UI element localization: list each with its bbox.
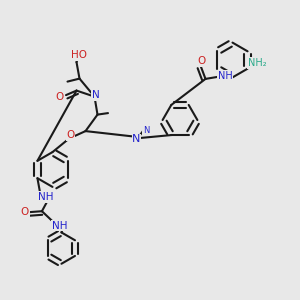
Text: N: N <box>133 134 140 145</box>
Text: HO: HO <box>71 50 88 61</box>
Text: O: O <box>197 56 205 67</box>
Text: N: N <box>132 134 141 145</box>
Text: N: N <box>92 90 100 100</box>
Text: NH: NH <box>38 192 54 202</box>
Text: O: O <box>21 207 29 217</box>
Text: O: O <box>66 130 75 140</box>
Text: N: N <box>143 126 149 135</box>
Text: NH: NH <box>218 71 232 81</box>
Text: O: O <box>56 92 64 102</box>
Text: NH₂: NH₂ <box>248 58 267 68</box>
Text: NH: NH <box>52 220 67 231</box>
